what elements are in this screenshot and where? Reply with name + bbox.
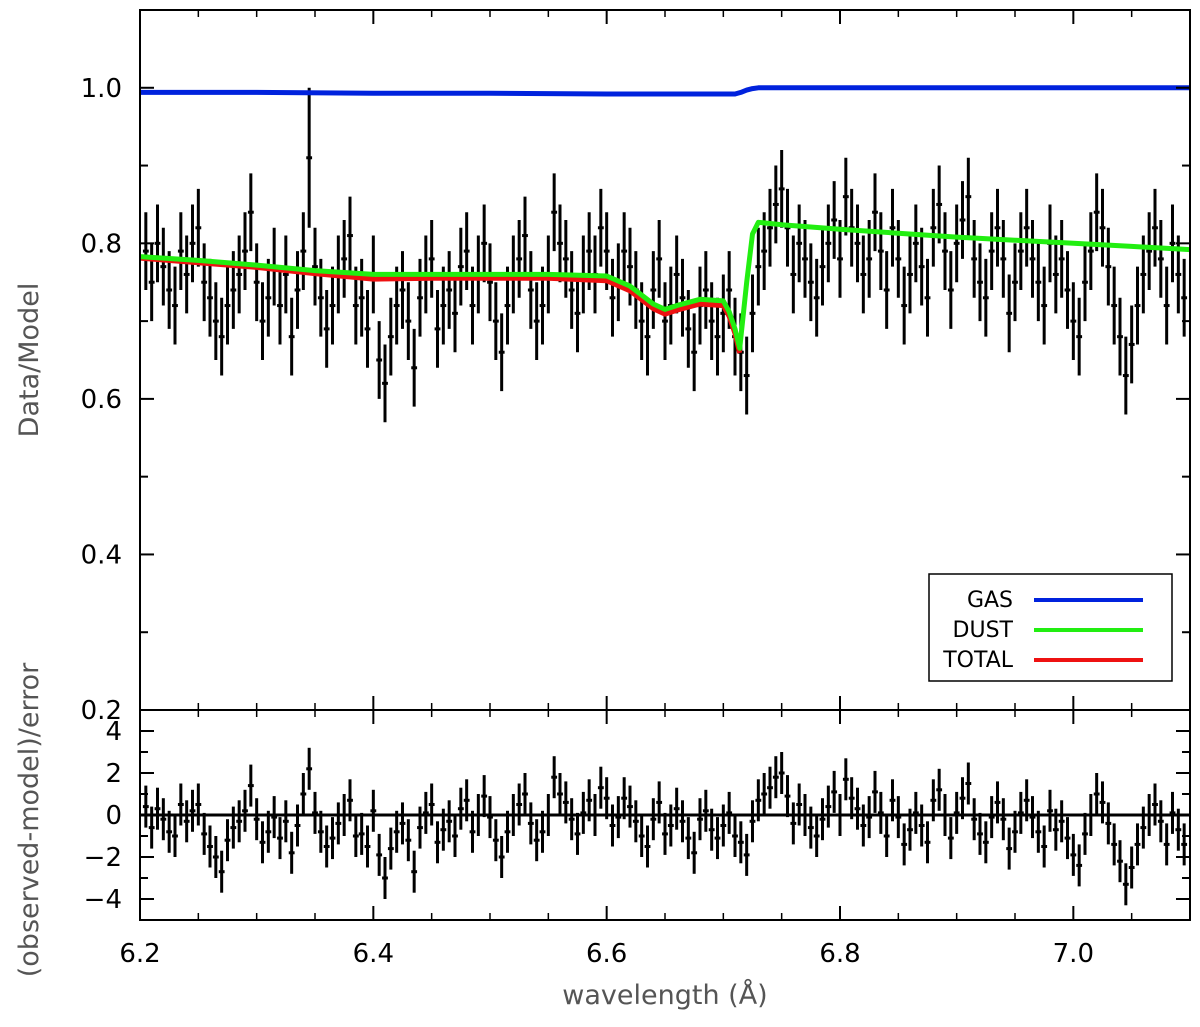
x-tick-label: 6.8 bbox=[819, 939, 860, 969]
legend: GAS DUST TOTAL bbox=[928, 573, 1173, 682]
y-axis-label-top: Data/Model bbox=[14, 283, 45, 438]
x-tick-label: 7.0 bbox=[1053, 939, 1094, 969]
series-line-gas bbox=[140, 85, 1190, 97]
bottom-panel-frame bbox=[139, 709, 1191, 921]
y-tick-label: 2 bbox=[105, 759, 122, 789]
top-panel-ticks bbox=[139, 9, 1191, 711]
x-tick-label: 6.2 bbox=[119, 939, 160, 969]
residual-points bbox=[142, 747, 1188, 906]
y-tick-label: 0.4 bbox=[81, 540, 122, 570]
x-tick-labels: 6.2 6.4 6.6 6.8 7.0 bbox=[119, 939, 1094, 969]
x-axis-label: wavelength (Å) bbox=[562, 979, 767, 1011]
legend-label-total: TOTAL bbox=[942, 648, 1014, 673]
y-tick-label: −4 bbox=[84, 885, 122, 915]
bottom-panel: −4 −2 0 2 4 6.2 6.4 6.6 6.8 7.0 bbox=[84, 709, 1191, 969]
legend-label-dust: DUST bbox=[953, 618, 1014, 643]
y-tick-label: 0.2 bbox=[81, 696, 122, 726]
y-tick-label: 0.6 bbox=[81, 385, 122, 415]
y-tick-label: −2 bbox=[84, 843, 122, 873]
x-tick-label: 6.4 bbox=[353, 939, 394, 969]
legend-label-gas: GAS bbox=[967, 588, 1013, 613]
series-line-dust bbox=[139, 219, 1191, 351]
top-model-lines bbox=[139, 85, 1191, 354]
y-tick-label: 0.8 bbox=[81, 229, 122, 259]
y-axis-label-bottom: (observed-model)/error bbox=[14, 662, 45, 977]
top-data-points bbox=[142, 87, 1188, 423]
x-tick-label: 6.6 bbox=[586, 939, 627, 969]
top-y-tick-labels: 0.2 0.4 0.6 0.8 1.0 bbox=[81, 74, 122, 726]
y-tick-label: 0 bbox=[105, 801, 122, 831]
bottom-y-tick-labels: −4 −2 0 2 4 bbox=[84, 717, 122, 915]
y-tick-label: 4 bbox=[105, 717, 122, 747]
top-panel: 0.2 0.4 0.6 0.8 1.0 bbox=[81, 9, 1191, 726]
y-tick-label: 1.0 bbox=[81, 74, 122, 104]
legend-box bbox=[928, 573, 1173, 682]
